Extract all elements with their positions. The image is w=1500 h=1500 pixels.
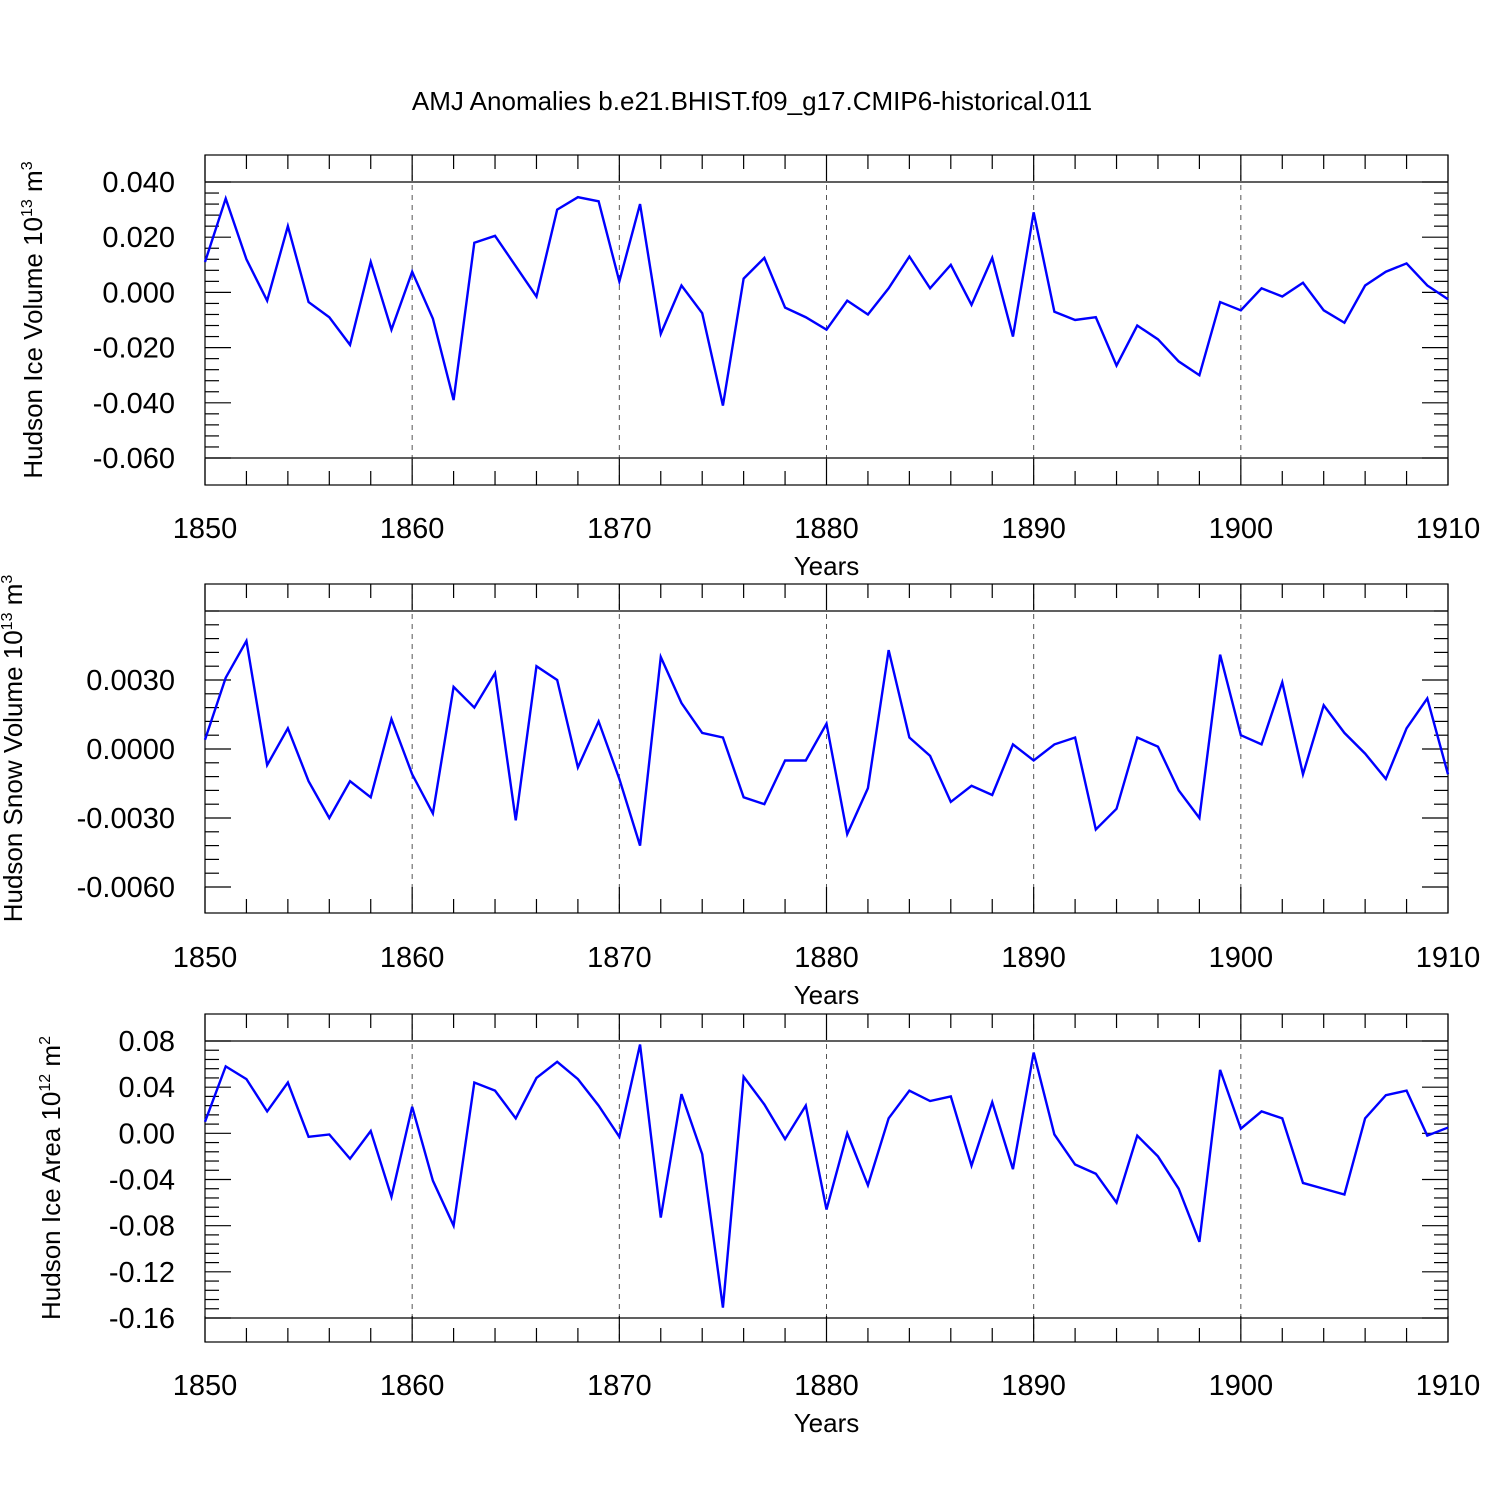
- y-tick-label: 0.020: [102, 222, 175, 254]
- y-tick-label: -0.08: [109, 1211, 175, 1243]
- y-tick-label: -0.16: [109, 1303, 175, 1335]
- x-tick-label: 1910: [1416, 1370, 1481, 1402]
- y-tick-label: 0.0030: [86, 665, 175, 697]
- series-line: [203, 1044, 1449, 1308]
- chart-panel-3: 1850 1860 1870 1880 1890 1900 1910 0.08 0.04 0.00…: [36, 1013, 1481, 1438]
- x-axis-title: Years: [794, 1408, 860, 1438]
- x-tick-label: 1860: [380, 1370, 445, 1402]
- y-axis-title-ylabel-unit: m: [36, 1045, 66, 1074]
- x-tick-label: 1850: [173, 942, 238, 974]
- x-tick-label: 1890: [1001, 942, 1066, 974]
- y-axis-title-ylabel: Hudson Snow Volume 10: [0, 630, 28, 922]
- y-axis-title: Hudson Ice Area 1012 m2: [36, 1036, 66, 1320]
- x-tick-label: 1850: [173, 1370, 238, 1402]
- x-tick-label: 1880: [794, 513, 859, 545]
- y-tick-label: 0.04: [119, 1072, 175, 1104]
- y-axis-title: Hudson Snow Volume 1013 m3: [0, 575, 28, 923]
- figure-title: AMJ Anomalies b.e21.BHIST.f09_g17.CMIP6-…: [412, 86, 1092, 116]
- chart-panel-2: 1850 1860 1870 1880 1890 1900 1910 0.0030 0.0000…: [0, 575, 1480, 1010]
- x-tick-label: 1870: [587, 513, 652, 545]
- x-tick-label: 1870: [587, 942, 652, 974]
- x-tick-label: 1860: [380, 942, 445, 974]
- x-tick-label: 1910: [1416, 513, 1481, 545]
- y-tick-label: -0.020: [93, 333, 175, 365]
- y-axis-title-ylabel-unit-exp: 3: [19, 161, 36, 170]
- y-tick-label: 0.000: [102, 277, 175, 309]
- x-tick-label: 1890: [1001, 513, 1066, 545]
- y-tick-label: -0.12: [109, 1257, 175, 1289]
- y-axis-title-ylabel: Hudson Ice Volume 10: [18, 217, 48, 479]
- series-line: [203, 194, 1449, 406]
- x-tick-label: 1910: [1416, 942, 1481, 974]
- x-axis-title: Years: [794, 551, 860, 581]
- x-tick-label: 1900: [1209, 942, 1274, 974]
- y-tick-label: -0.0060: [77, 872, 175, 904]
- y-tick-label: 0.0000: [86, 734, 175, 766]
- chart-panel-1: 1850 1860 1870 1880 1890 1900 1910 0.040 0.020 0.…: [18, 154, 1481, 581]
- x-tick-label: 1880: [794, 942, 859, 974]
- panels: 1850 1860 1870 1880 1890 1900 1910 0.040 0.020 0.…: [0, 154, 1481, 1438]
- y-tick-label: -0.060: [93, 443, 175, 475]
- x-tick-label: 1870: [587, 1370, 652, 1402]
- y-axis-title-ylabel-unit-exp: 2: [37, 1036, 54, 1045]
- y-axis-title-ylabel-exp: 12: [37, 1074, 54, 1092]
- y-axis-title-ylabel-exp: 13: [0, 612, 16, 630]
- series-line: [203, 637, 1450, 846]
- y-axis-title-ylabel: Hudson Ice Area 10: [36, 1092, 66, 1320]
- x-tick-label: 1860: [380, 513, 445, 545]
- y-tick-label: -0.040: [93, 388, 175, 420]
- y-tick-label: 0.00: [119, 1118, 175, 1150]
- y-tick-label: -0.0030: [77, 803, 175, 835]
- x-tick-label: 1850: [173, 513, 238, 545]
- y-tick-label: 0.040: [102, 167, 175, 199]
- y-tick-label: -0.04: [109, 1165, 175, 1197]
- y-axis-title-ylabel-unit: m: [18, 170, 48, 199]
- y-axis-title-ylabel-exp: 13: [19, 199, 36, 217]
- x-tick-label: 1900: [1209, 513, 1274, 545]
- x-tick-label: 1900: [1209, 1370, 1274, 1402]
- y-axis-title-ylabel-unit: m: [0, 584, 28, 613]
- y-tick-label: 0.08: [119, 1026, 175, 1058]
- x-tick-label: 1890: [1001, 1370, 1066, 1402]
- y-axis-title-ylabel-unit-exp: 3: [0, 575, 16, 584]
- x-tick-label: 1880: [794, 1370, 859, 1402]
- y-axis-title: Hudson Ice Volume 1013 m3: [18, 161, 48, 478]
- x-axis-title: Years: [794, 980, 860, 1010]
